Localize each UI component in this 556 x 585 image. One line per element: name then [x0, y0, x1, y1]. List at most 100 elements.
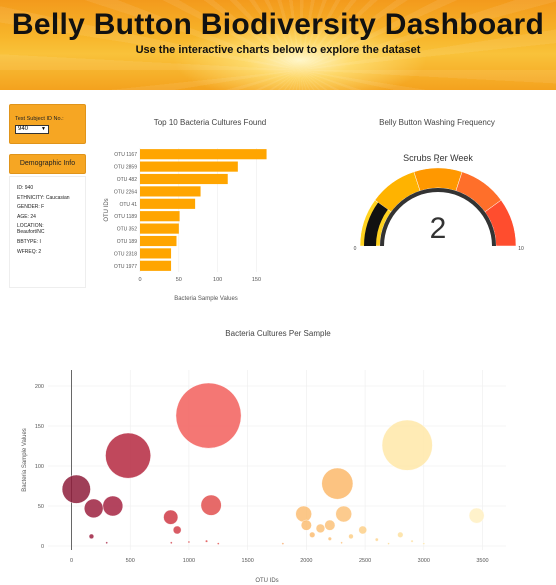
- demo-age: AGE: 24: [17, 213, 36, 220]
- gauge-band-2: [413, 167, 463, 192]
- bubble-x-tick-label: 2000: [300, 558, 312, 564]
- gauge-chart-title: Belly Button Washing Frequency: [379, 118, 495, 127]
- bar-0: [140, 149, 267, 160]
- bubble-chart-title: Bacteria Cultures Per Sample: [225, 329, 331, 338]
- bubble-4: [61, 474, 91, 504]
- bar-category-label: OTU 1189: [114, 214, 137, 220]
- bubble-17: [309, 531, 316, 538]
- bubble-1: [381, 419, 433, 471]
- bubble-x-tick-label: 2500: [359, 558, 371, 564]
- bubble-23: [410, 539, 414, 543]
- bar-7: [140, 235, 177, 247]
- bubble-6: [102, 495, 124, 517]
- bar-x-axis-label: Bacteria Sample Values: [174, 296, 238, 302]
- demo-location: LOCATION: Beaufort/NC: [17, 223, 85, 235]
- demo-ethnicity: ETHNICITY: Caucasian: [17, 194, 70, 201]
- demographic-info-title: Demographic Info: [19, 160, 76, 167]
- bubble-28: [170, 541, 173, 545]
- gauge-chart[interactable]: Scrubs Per Week 0 5 10 2: [350, 145, 530, 260]
- bubble-2: [105, 432, 151, 479]
- page-title: Belly Button Biodiversity Dashboard: [11, 8, 545, 41]
- chevron-down-icon: ▼: [41, 126, 46, 132]
- bubble-26: [340, 541, 343, 545]
- demo-gender: GENDER: F: [17, 204, 45, 211]
- bubble-3: [321, 467, 354, 500]
- bubble-x-tick-label: 1500: [242, 558, 254, 564]
- bar-chart-title: Top 10 Bacteria Cultures Found: [153, 118, 267, 127]
- gauge-value-label: 2: [430, 212, 447, 245]
- bar-6: [140, 223, 179, 234]
- bubble-29: [217, 542, 220, 545]
- bubble-32: [387, 542, 390, 545]
- bubble-19: [348, 533, 354, 540]
- subject-id-value: 940: [18, 126, 29, 132]
- gauge-tick-label: 5: [437, 159, 440, 165]
- subject-select-label: Test Subject ID No.:: [15, 116, 64, 122]
- bubble-0: [175, 382, 242, 449]
- subject-id-select[interactable]: 940 ▼: [15, 125, 49, 134]
- gauge-tick-label: 10: [518, 246, 524, 252]
- bar-category-label: OTU 2859: [114, 165, 137, 171]
- bar-y-axis-label: OTU IDs: [104, 198, 110, 221]
- subject-select-panel: Test Subject ID No.: 940 ▼: [9, 104, 86, 144]
- bar-category-label: OTU 2318: [114, 251, 137, 257]
- gauge-subtitle: Scrubs Per Week: [403, 153, 473, 163]
- bubble-20: [88, 533, 95, 540]
- bar-2: [140, 173, 228, 185]
- bar-9: [140, 260, 172, 271]
- bubble-30: [422, 542, 425, 545]
- bubble-x-tick-label: 500: [126, 558, 135, 564]
- bubble-5: [200, 494, 222, 516]
- bubble-x-axis-label: OTU IDs: [255, 578, 278, 584]
- bar-category-label: OTU 2264: [114, 189, 137, 195]
- bar-x-tick-label: 150: [252, 277, 261, 283]
- bubble-y-tick-label: 150: [35, 424, 44, 430]
- bubble-y-tick-label: 50: [38, 504, 44, 510]
- bubble-12: [300, 519, 312, 531]
- bubble-7: [84, 498, 104, 518]
- bubble-21: [327, 536, 332, 541]
- bubble-x-tick-label: 1000: [183, 558, 195, 564]
- gauge-value-bar: [364, 202, 388, 246]
- bubble-25: [187, 540, 191, 544]
- bar-x-tick-label: 0: [138, 277, 141, 283]
- bubble-15: [358, 525, 367, 535]
- bubble-16: [172, 525, 182, 535]
- bar-category-label: OTU 352: [117, 227, 138, 233]
- bar-8: [140, 248, 172, 259]
- bubble-y-axis-label: Bacteria Sample Values: [22, 428, 28, 492]
- page-subtitle: Use the interactive charts below to expl…: [135, 44, 421, 56]
- bubble-y-tick-label: 200: [35, 384, 44, 390]
- gauge-tick-label: 0: [354, 246, 357, 252]
- bar-category-label: OTU 1977: [114, 264, 137, 270]
- bar-x-tick-label: 50: [176, 277, 182, 283]
- bar-1: [140, 161, 238, 172]
- bar-chart[interactable]: 0 50 100 150 OTU 1167 OTU 2859 OTU 482 OTU 2264…: [100, 140, 290, 310]
- bubble-24: [205, 539, 208, 543]
- banner-rays: [0, 0, 556, 90]
- bar-category-label: OTU 1167: [114, 152, 137, 158]
- demo-location-label: LOCATION:: [17, 223, 44, 230]
- bubble-8: [335, 505, 352, 523]
- bubble-18: [397, 531, 404, 538]
- bar-category-label: OTU 189: [117, 239, 138, 245]
- bubble-x-tick-label: 3500: [476, 558, 488, 564]
- bubble-31: [281, 542, 285, 545]
- bar-4: [140, 198, 196, 209]
- demographic-info-panel: ID: 940 ETHNICITY: Caucasian GENDER: F A…: [9, 176, 86, 288]
- bar-category-label: OTU 41: [119, 202, 137, 208]
- bar-x-tick-label: 100: [213, 277, 222, 283]
- bubble-x-tick-label: 3000: [418, 558, 430, 564]
- bar-3: [140, 186, 201, 197]
- header-banner: Belly Button Biodiversity Dashboard Use …: [0, 0, 556, 90]
- bubble-x-tick-label: 0: [70, 558, 73, 564]
- bubble-14: [315, 523, 326, 534]
- demo-bbtype: BBTYPE: I: [17, 238, 41, 245]
- bubble-22: [375, 537, 379, 542]
- bubble-11: [163, 509, 179, 525]
- demo-location-value: Beaufort/NC: [17, 229, 45, 236]
- demo-wfreq: WFREQ: 2: [17, 248, 42, 255]
- bubble-27: [105, 541, 108, 545]
